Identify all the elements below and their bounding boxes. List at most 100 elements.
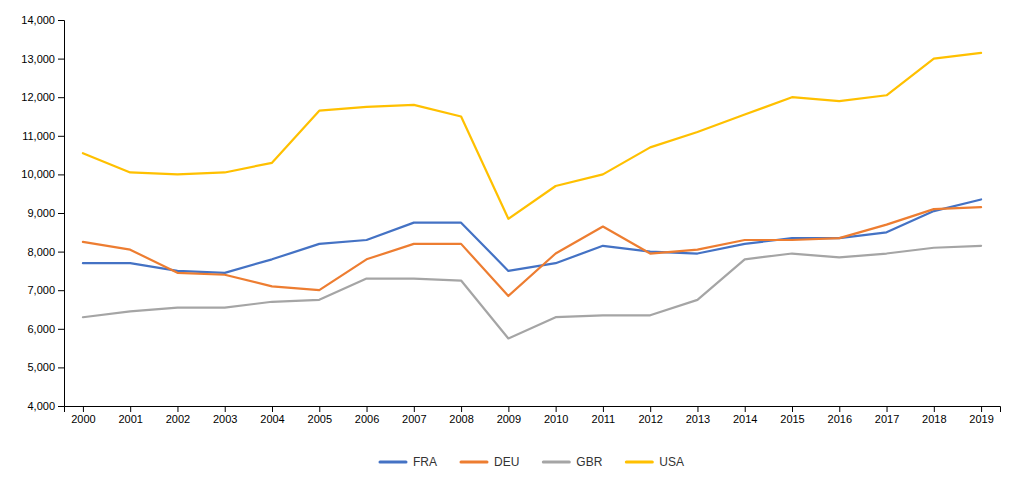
y-tick-label: 10,000	[21, 168, 55, 180]
y-tick-mark	[58, 406, 64, 407]
y-tick-label: 14,000	[21, 14, 55, 26]
y-tick-mark	[58, 367, 64, 368]
y-tick: 6,000	[27, 323, 64, 335]
x-tick-label: 2001	[118, 413, 142, 425]
x-tick-label: 2014	[733, 413, 757, 425]
y-tick-mark	[58, 136, 64, 137]
legend-label: FRA	[413, 455, 437, 469]
x-tick-label: 2013	[686, 413, 710, 425]
x-tick: 2017	[875, 406, 899, 425]
x-tick-mark	[225, 406, 226, 412]
y-tick: 9,000	[27, 207, 64, 219]
x-tick: 2003	[213, 406, 237, 425]
x-tick: 2016	[828, 406, 852, 425]
chart: 2000 2001 2002 2003 2004 2005 2006 2007 2008 2009…	[0, 0, 1024, 486]
x-tick-mark	[887, 406, 888, 412]
y-tick-label: 5,000	[27, 361, 55, 373]
x-tick-label: 2005	[308, 413, 332, 425]
y-tick: 13,000	[21, 53, 64, 65]
y-tick: 5,000	[27, 361, 64, 373]
x-tick-label: 2018	[922, 413, 946, 425]
x-tick-mark	[934, 406, 935, 412]
x-tick: 2000	[71, 406, 95, 425]
x-tick-mark	[839, 406, 840, 412]
x-tick-mark	[508, 406, 509, 412]
series-line	[83, 246, 981, 339]
x-tick-mark	[603, 406, 604, 412]
x-tick: 2011	[592, 406, 616, 425]
x-tick-label: 2011	[592, 413, 616, 425]
x-tick: 2001	[118, 406, 142, 425]
x-tick-label: 2016	[828, 413, 852, 425]
legend-item: FRA	[380, 455, 437, 469]
legend-label: GBR	[576, 455, 602, 469]
x-tick: 2005	[308, 406, 332, 425]
x-tick-mark	[83, 406, 84, 412]
legend-swatch	[380, 461, 406, 464]
y-tick-mark	[58, 290, 64, 291]
x-tick-mark	[697, 406, 698, 412]
x-tick-mark	[981, 406, 982, 412]
x-axis: 2000 2001 2002 2003 2004 2005 2006 2007 2008 2009…	[65, 406, 1001, 425]
y-tick: 7,000	[27, 284, 64, 296]
x-axis-line	[65, 407, 1001, 413]
y-tick-mark	[58, 174, 64, 175]
legend-label: USA	[659, 455, 684, 469]
y-tick: 10,000	[21, 168, 64, 180]
y-axis: 4,000 5,000 6,000 7,000 8,000 9,000 10,000 11,0…	[21, 14, 64, 412]
legend-item: GBR	[543, 455, 602, 469]
y-tick-label: 7,000	[27, 284, 55, 296]
y-axis-line	[58, 21, 65, 407]
y-tick-mark	[58, 213, 64, 214]
x-tick-label: 2004	[260, 413, 284, 425]
x-tick: 2018	[922, 406, 946, 425]
legend-item: DEU	[461, 455, 519, 469]
y-tick-mark	[58, 20, 64, 21]
x-tick-mark	[272, 406, 273, 412]
y-tick: 11,000	[22, 130, 64, 142]
legend-label: DEU	[494, 455, 519, 469]
y-tick: 14,000	[21, 14, 64, 26]
y-tick-mark	[58, 329, 64, 330]
x-tick: 2009	[497, 406, 521, 425]
y-tick-mark	[58, 59, 64, 60]
x-tick-mark	[792, 406, 793, 412]
x-tick-mark	[414, 406, 415, 412]
x-tick-mark	[367, 406, 368, 412]
x-tick-label: 2010	[544, 413, 568, 425]
x-tick: 2014	[733, 406, 757, 425]
x-tick-mark	[177, 406, 178, 412]
x-tick: 2013	[686, 406, 710, 425]
y-tick: 8,000	[27, 246, 64, 258]
legend: FRA DEU GBR USA	[380, 455, 684, 469]
x-tick: 2015	[780, 406, 804, 425]
x-tick-label: 2019	[969, 413, 993, 425]
x-tick-label: 2006	[355, 413, 379, 425]
x-tick-label: 2009	[497, 413, 521, 425]
x-tick-mark	[745, 406, 746, 412]
series-line	[83, 207, 981, 296]
y-tick: 4,000	[27, 400, 64, 412]
x-tick-label: 2015	[780, 413, 804, 425]
y-tick-label: 4,000	[27, 400, 55, 412]
x-tick-label: 2007	[402, 413, 426, 425]
legend-swatch	[543, 461, 569, 464]
legend-item: USA	[626, 455, 684, 469]
x-tick: 2004	[260, 406, 284, 425]
x-tick-label: 2012	[638, 413, 662, 425]
x-tick-mark	[650, 406, 651, 412]
plot: 2000 2001 2002 2003 2004 2005 2006 2007 2008 2009…	[21, 14, 1000, 425]
x-tick: 2010	[544, 406, 568, 425]
legend-swatch	[461, 461, 487, 464]
lines	[83, 53, 981, 339]
x-tick-label: 2000	[71, 413, 95, 425]
x-tick-label: 2008	[449, 413, 473, 425]
y-tick-label: 8,000	[27, 246, 55, 258]
x-tick-mark	[130, 406, 131, 412]
x-tick: 2008	[449, 406, 473, 425]
x-tick-label: 2017	[875, 413, 899, 425]
y-tick-mark	[58, 252, 64, 253]
x-tick-mark	[556, 406, 557, 412]
x-tick: 2006	[355, 406, 379, 425]
x-tick: 2002	[166, 406, 190, 425]
